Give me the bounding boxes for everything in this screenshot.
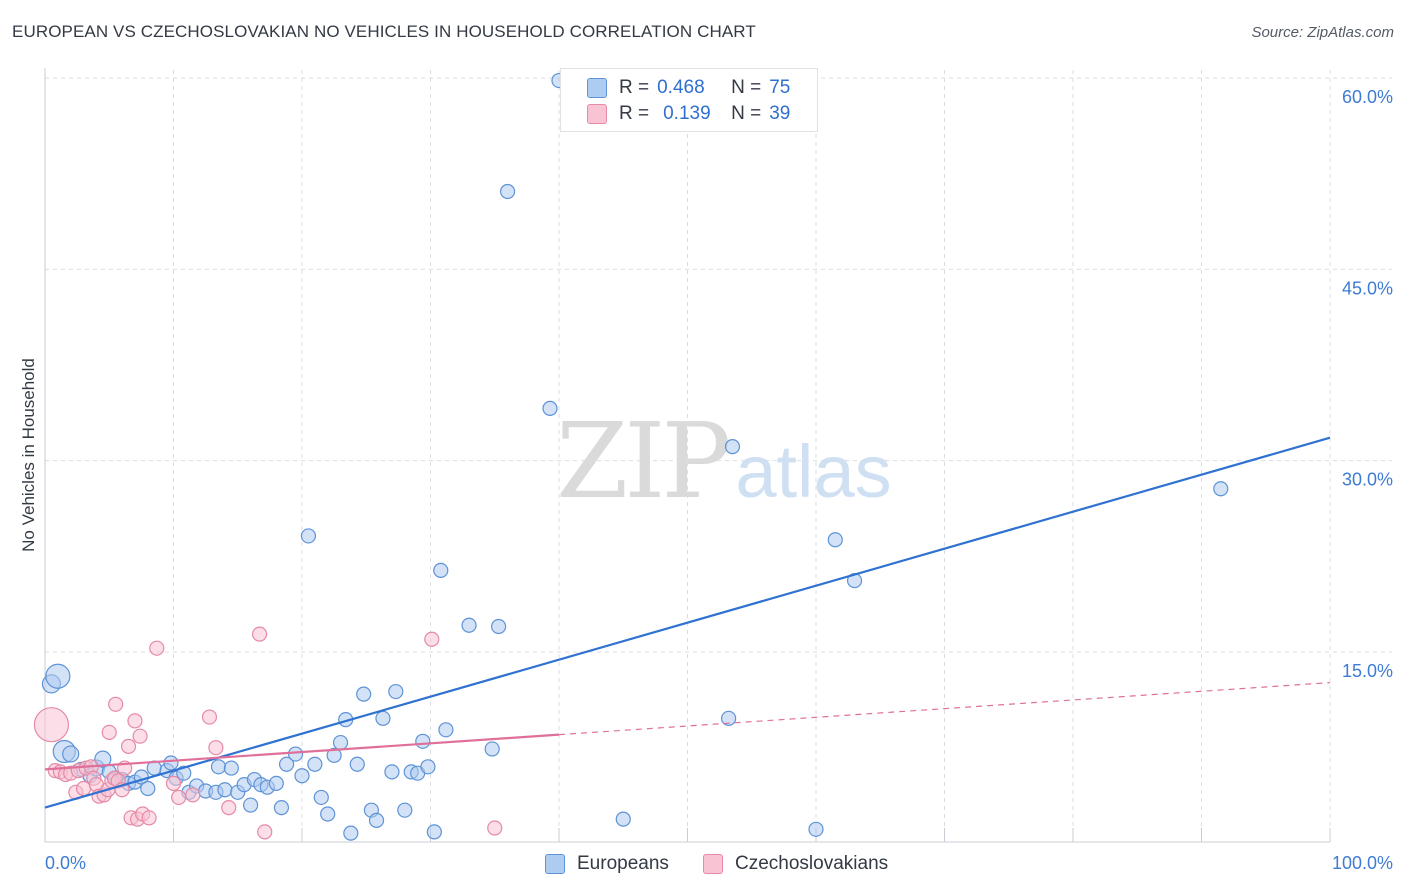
european-point [62,745,80,763]
european-point [307,756,323,772]
european-point [721,710,737,726]
european-point [368,812,385,828]
bottom-legend-swatch-pink [703,854,723,874]
czechoslovakian-point [132,728,148,744]
european-point [420,759,436,775]
y-tick-label: 30.0% [1342,470,1393,490]
european-point [384,764,400,780]
bottom-legend-czechoslovakians: Czechoslovakians [703,852,888,876]
european-point [356,686,372,702]
european-point [500,183,516,200]
european-point [326,747,342,763]
european-point [332,734,349,751]
bottom-legend-swatch-blue [545,854,565,874]
european-point [94,750,112,768]
european-point [484,741,500,757]
european-point [45,663,71,689]
european-point [397,802,413,818]
bottom-legend-label: Europeans [577,853,669,874]
legend-row-czechoslovakians: R = 0.139 N = 39 [587,101,790,127]
european-point [287,746,304,762]
european-point [320,806,336,822]
legend-row-europeans: R = 0.468 N = 75 [587,75,790,101]
legend-n-label: N = [731,103,762,124]
legend-r-value: 0.468 [657,77,705,98]
european-point [278,756,295,772]
legend-r-value: 0.139 [663,103,711,124]
european-point [223,760,239,776]
x-tick-label: 100.0% [1332,853,1393,873]
european-point [542,400,558,416]
european-point [724,439,741,455]
european-point [415,733,431,749]
y-tick-label: 60.0% [1342,87,1393,107]
european-point [808,821,824,837]
european-point [243,797,259,813]
european-point [210,759,227,775]
european-point [294,768,310,784]
czechoslovakian-point [424,631,440,647]
legend-r-label: R = [619,77,650,98]
czechoslovakian-point [487,820,503,836]
european-point [217,782,233,798]
czechoslovakian-point [108,696,124,712]
legend-swatch-blue [587,78,607,98]
european-point [426,824,442,840]
source-credit: Source: ZipAtlas.com [1251,24,1394,41]
czechoslovakians-trend-extension [558,682,1331,736]
correlation-legend: R = 0.468 N = 75 R = 0.139 N = 39 [560,68,818,132]
legend-r-label: R = [619,103,650,124]
bottom-legend-europeans: Europeans [545,852,669,876]
european-point [461,617,477,633]
czechoslovakian-point [33,707,70,743]
european-point [300,528,317,544]
czechoslovakian-point [185,787,201,803]
european-point [349,756,365,772]
european-point [163,755,179,771]
european-point [491,618,507,635]
x-tick-label: 0.0% [45,853,86,873]
european-point [388,683,404,700]
czechoslovakian-point [141,810,157,826]
european-point [343,825,359,841]
european-point [615,811,631,827]
czechoslovakian-point [101,724,117,740]
y-tick-label: 45.0% [1342,278,1393,298]
legend-n-value: 39 [769,103,791,124]
czechoslovakian-point [120,738,137,754]
bottom-legend-label: Czechoslovakians [735,853,889,874]
czechoslovakians-trend-line [44,733,560,771]
legend-n-label: N = [731,77,762,98]
watermark: ZIP atlas [556,400,892,522]
chart-title: EUROPEAN VS CZECHOSLOVAKIAN NO VEHICLES … [12,22,756,41]
european-point [1213,481,1229,497]
european-point [433,562,449,578]
czechoslovakian-point [127,713,143,729]
european-point [375,710,391,726]
european-point [827,532,843,548]
czechoslovakian-point [171,789,187,806]
european-point [268,775,284,791]
czechoslovakian-point [257,824,273,840]
czechoslovakian-point [221,800,237,816]
legend-n-value: 75 [769,77,791,98]
czechoslovakian-point [208,740,224,756]
y-tick-label: 15.0% [1342,661,1393,681]
european-point [313,789,329,806]
europeans-trend-line [44,436,1331,809]
y-axis-label: No Vehicles in Household [19,358,38,552]
czechoslovakian-point [251,626,268,642]
czechoslovakian-point [149,640,165,656]
legend-swatch-pink [587,104,607,124]
european-point [140,780,156,797]
watermark-atlas: atlas [735,430,892,513]
czechoslovakian-point [165,775,182,791]
european-point [438,722,454,738]
czechoslovakian-point [201,709,218,725]
european-point [273,800,290,816]
